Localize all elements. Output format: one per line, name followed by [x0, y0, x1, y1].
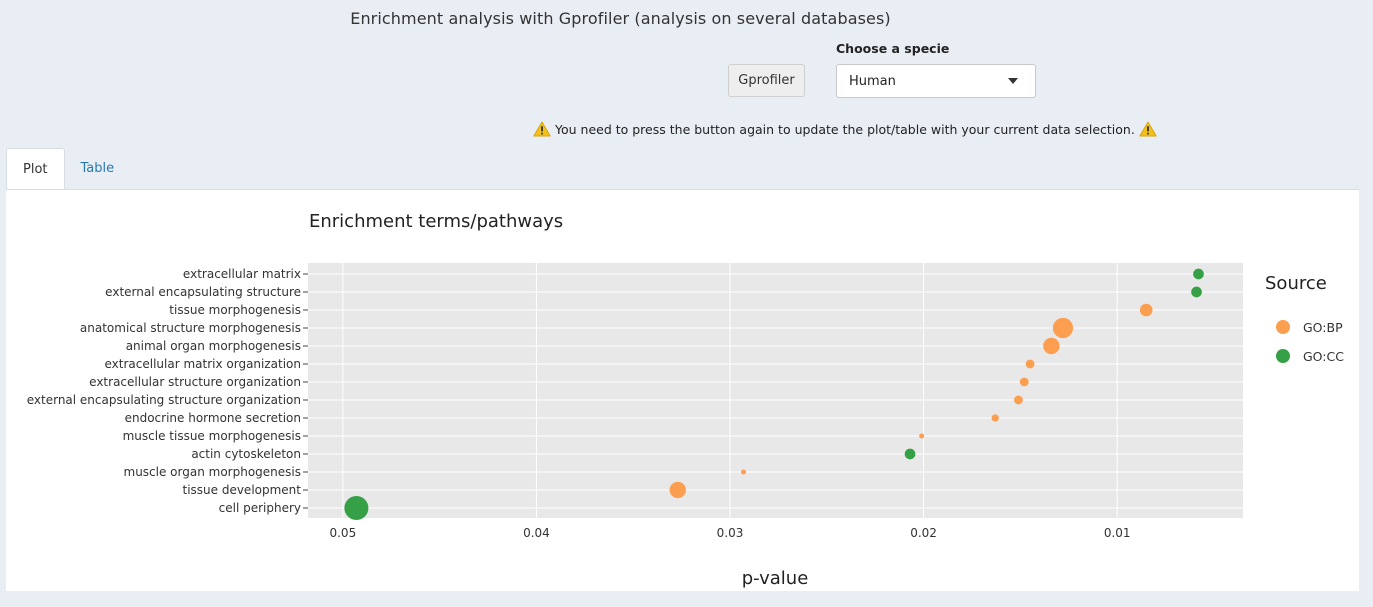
enrichment-chart: Enrichment terms/pathways extracellular … [27, 211, 1345, 589]
y-tick-label: external encapsulating structure organiz… [27, 393, 301, 407]
tab-table[interactable]: Table [80, 161, 115, 176]
y-tick-label: actin cytoskeleton [191, 447, 301, 461]
page-title: Enrichment analysis with Gprofiler (anal… [0, 9, 1241, 28]
data-point[interactable] [741, 469, 747, 475]
legend-title: Source [1265, 273, 1327, 294]
y-tick-label: muscle tissue morphogenesis [123, 429, 301, 443]
plot-panel: Enrichment terms/pathways extracellular … [6, 189, 1359, 591]
data-point[interactable] [1139, 303, 1153, 317]
data-point[interactable] [1025, 359, 1035, 369]
y-tick-label: tissue morphogenesis [169, 303, 301, 317]
warning-text: You need to press the button again to up… [555, 121, 1135, 137]
x-tick-label: 0.04 [523, 526, 550, 540]
y-tick-label: muscle organ morphogenesis [124, 465, 302, 479]
grid-lines [308, 263, 1243, 518]
legend-marker [1276, 349, 1290, 363]
y-tick-label: extracellular structure organization [89, 375, 301, 389]
data-point[interactable] [1014, 395, 1023, 405]
x-axis-labels: 0.05 0.04 0.03 0.02 0.01 [329, 526, 1130, 540]
plot-area [308, 263, 1243, 518]
y-tick-label: tissue development [182, 483, 301, 497]
data-point[interactable] [1043, 337, 1060, 355]
data-point[interactable] [919, 433, 925, 439]
x-tick-label: 0.01 [1104, 526, 1131, 540]
data-points [344, 268, 1204, 520]
y-tick-label: anatomical structure morphogenesis [80, 321, 301, 335]
gprofiler-button[interactable]: Gprofiler [728, 64, 805, 97]
data-point[interactable] [1191, 286, 1202, 298]
y-tick-label: extracellular matrix [183, 267, 301, 281]
tab-bar: Plot Table [6, 148, 130, 189]
x-axis-title: p-value [742, 568, 809, 589]
specie-select-value: Human [849, 73, 896, 89]
y-tick-label: endocrine hormone secretion [125, 411, 301, 425]
warning-icon [533, 121, 551, 137]
x-tick-label: 0.03 [717, 526, 744, 540]
chart-title: Enrichment terms/pathways [309, 211, 563, 232]
data-point[interactable] [1052, 317, 1074, 339]
page-title-text: Enrichment analysis with Gprofiler (anal… [350, 9, 891, 28]
y-tick-label: external encapsulating structure [105, 285, 301, 299]
legend-entry[interactable]: GO:CC [1303, 349, 1344, 364]
y-tick-label: animal organ morphogenesis [126, 339, 301, 353]
data-point[interactable] [1019, 377, 1029, 387]
legend-marker [1276, 320, 1290, 334]
x-tick-label: 0.05 [329, 526, 356, 540]
data-point[interactable] [991, 414, 999, 422]
specie-label: Choose a specie [836, 41, 950, 56]
y-tick-label: cell periphery [219, 501, 301, 515]
tab-plot[interactable]: Plot [6, 148, 65, 189]
chevron-down-icon [1008, 78, 1018, 84]
data-point[interactable] [344, 496, 369, 520]
data-point[interactable] [669, 481, 686, 499]
x-tick-label: 0.02 [910, 526, 937, 540]
data-point[interactable] [1193, 268, 1204, 280]
data-point[interactable] [904, 448, 916, 460]
legend-entry[interactable]: GO:BP [1303, 320, 1343, 335]
specie-select[interactable]: Human [836, 64, 1036, 98]
warning-message: You need to press the button again to up… [529, 121, 1161, 137]
warning-icon [1139, 121, 1157, 137]
legend[interactable]: Source GO:BP GO:CC [1265, 273, 1344, 364]
y-axis-labels: extracellular matrix external encapsulati… [27, 267, 308, 515]
y-tick-label: extracellular matrix organization [105, 357, 302, 371]
